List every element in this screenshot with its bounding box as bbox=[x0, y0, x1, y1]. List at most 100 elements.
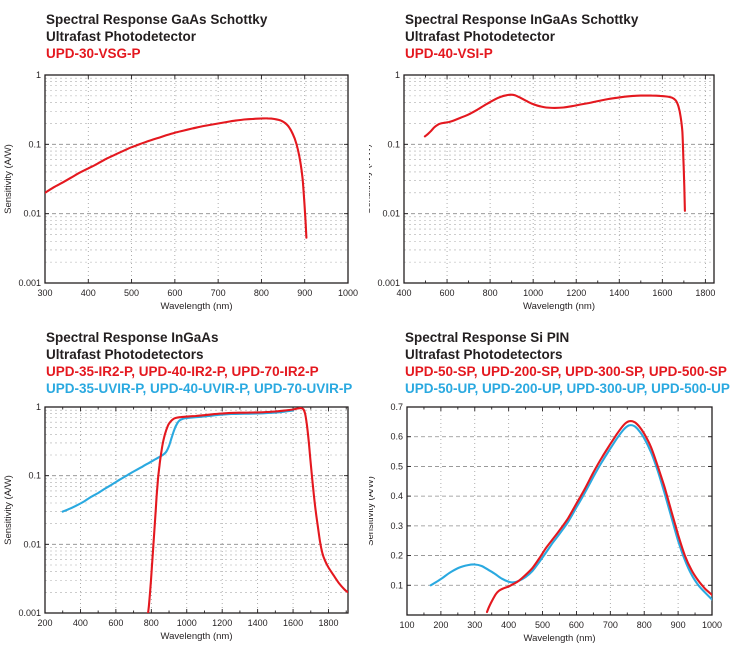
x-tick-label: 1000 bbox=[523, 288, 543, 298]
x-tick-label: 800 bbox=[254, 288, 269, 298]
x-tick-label: 1000 bbox=[702, 620, 722, 630]
y-tick-label: 0.2 bbox=[390, 551, 403, 561]
plot-border bbox=[44, 74, 349, 284]
series-curve bbox=[147, 407, 348, 613]
x-tick-label: 900 bbox=[671, 620, 686, 630]
chart-title-line: Spectral Response InGaAs bbox=[46, 330, 219, 345]
chart-model-legend: UPD-30-VSG-P bbox=[46, 46, 141, 61]
chart-title-line: Spectral Response GaAs Schottky bbox=[46, 12, 268, 27]
y-tick-label: 0.01 bbox=[23, 209, 41, 219]
y-tick-label: 0.01 bbox=[382, 209, 400, 219]
x-tick-label: 1800 bbox=[318, 618, 338, 628]
x-tick-label: 1600 bbox=[283, 618, 303, 628]
gaas-schottky-plot: 300 400 500 600 700 800 900 1000 1 0.1 0.01 0.001 Wa… bbox=[3, 70, 358, 312]
chart-model-legend: UPD-35-UVIR-P, UPD-40-UVIR-P, UPD-70-UVI… bbox=[46, 381, 353, 396]
x-tick-label: 500 bbox=[535, 620, 550, 630]
chart-model-legend: UPD-35-IR2-P, UPD-40-IR2-P, UPD-70-IR2-P bbox=[46, 364, 319, 379]
series-curve bbox=[423, 93, 686, 212]
x-tick-label: 200 bbox=[37, 618, 52, 628]
series-curve bbox=[61, 409, 295, 513]
chart-model-legend: UPD-50-UP, UPD-200-UP, UPD-300-UP, UPD-5… bbox=[405, 381, 730, 396]
chart-title-line: Ultrafast Photodetectors bbox=[405, 347, 563, 362]
x-tick-label: 600 bbox=[440, 288, 455, 298]
y-tick-label: 0.6 bbox=[390, 432, 403, 442]
chart-header: Spectral Response InGaAs Schottky Ultraf… bbox=[405, 11, 638, 62]
y-axis-label: Sensitivity (A/W) bbox=[3, 475, 14, 545]
grid-lines bbox=[404, 75, 714, 283]
chart-panel-si-pin: Spectral Response Si PIN Ultrafast Photo… bbox=[369, 325, 737, 651]
x-tick-label: 1400 bbox=[248, 618, 268, 628]
axis-ticks bbox=[44, 74, 349, 284]
x-tick-label: 200 bbox=[433, 620, 448, 630]
x-axis-label: Wavelength (nm) bbox=[161, 301, 233, 312]
x-tick-label: 800 bbox=[144, 618, 159, 628]
ingaas-plot: 200 400 600 800 1000 1200 1400 1600 1800 1 0.1 0.01… bbox=[3, 402, 349, 642]
chart-panel-ingaas-schottky: Spectral Response InGaAs Schottky Ultraf… bbox=[369, 0, 737, 325]
chart-panel-ingaas: Spectral Response InGaAs Ultrafast Photo… bbox=[0, 325, 368, 651]
y-tick-label: 0.001 bbox=[377, 278, 400, 288]
chart-header: Spectral Response GaAs Schottky Ultrafas… bbox=[46, 11, 267, 62]
series-curve bbox=[45, 117, 308, 239]
x-tick-label: 1600 bbox=[652, 288, 672, 298]
y-tick-label: 0.4 bbox=[390, 491, 403, 501]
x-tick-label: 1000 bbox=[177, 618, 197, 628]
plot-border bbox=[44, 406, 349, 614]
chart-model-legend: UPD-50-SP, UPD-200-SP, UPD-300-SP, UPD-5… bbox=[405, 364, 727, 379]
x-tick-label: 400 bbox=[73, 618, 88, 628]
y-axis-label: Sensitivity (A/W) bbox=[369, 476, 376, 546]
axis-ticks bbox=[44, 406, 348, 614]
x-tick-label: 900 bbox=[297, 288, 312, 298]
x-tick-label: 700 bbox=[211, 288, 226, 298]
y-tick-label: 1 bbox=[395, 70, 400, 80]
chart-title-line: Ultrafast Photodetector bbox=[405, 29, 556, 44]
y-axis-label: Sensitivity (A/W) bbox=[369, 144, 373, 214]
x-axis-label: Wavelength (nm) bbox=[523, 301, 595, 312]
y-tick-label: 0.1 bbox=[28, 139, 41, 149]
x-tick-label: 400 bbox=[81, 288, 96, 298]
x-axis-label: Wavelength (nm) bbox=[524, 633, 596, 644]
series-group bbox=[45, 117, 308, 239]
x-tick-label: 600 bbox=[569, 620, 584, 630]
chart-title-line: Spectral Response InGaAs Schottky bbox=[405, 12, 639, 27]
x-tick-label: 800 bbox=[637, 620, 652, 630]
axis-ticks bbox=[406, 406, 713, 615]
y-tick-label: 0.001 bbox=[18, 608, 41, 618]
y-tick-label: 0.7 bbox=[390, 402, 403, 412]
y-tick-label: 0.01 bbox=[23, 539, 41, 549]
x-tick-label: 1200 bbox=[212, 618, 232, 628]
y-tick-label: 0.3 bbox=[390, 521, 403, 531]
x-tick-label: 1000 bbox=[338, 288, 358, 298]
x-tick-label: 1400 bbox=[609, 288, 629, 298]
chart-header: Spectral Response InGaAs Ultrafast Photo… bbox=[46, 329, 352, 397]
x-tick-label: 600 bbox=[108, 618, 123, 628]
y-tick-label: 0.5 bbox=[390, 461, 403, 471]
axis-ticks bbox=[403, 74, 714, 284]
series-group bbox=[423, 93, 686, 212]
x-tick-label: 300 bbox=[37, 288, 52, 298]
y-tick-label: 0.1 bbox=[28, 471, 41, 481]
y-tick-label: 1 bbox=[36, 402, 41, 412]
series-curve bbox=[485, 419, 712, 614]
chart-title-line: Ultrafast Photodetector bbox=[46, 29, 197, 44]
chart-model-legend: UPD-40-VSI-P bbox=[405, 46, 493, 61]
y-axis-label: Sensitivity (A/W) bbox=[3, 144, 14, 214]
x-tick-label: 400 bbox=[396, 288, 411, 298]
chart-header: Spectral Response Si PIN Ultrafast Photo… bbox=[405, 329, 730, 397]
plot-border bbox=[406, 406, 713, 616]
y-tick-label: 0.1 bbox=[390, 580, 403, 590]
chart-title-line: Ultrafast Photodetectors bbox=[46, 347, 204, 362]
ingaas-schottky-plot: 400 600 800 1000 1200 1400 1600 1800 1 0.1 0.01 0.0… bbox=[369, 70, 715, 312]
x-tick-label: 800 bbox=[483, 288, 498, 298]
grid-lines bbox=[45, 75, 348, 283]
x-tick-label: 500 bbox=[124, 288, 139, 298]
x-tick-label: 400 bbox=[501, 620, 516, 630]
x-tick-label: 100 bbox=[399, 620, 414, 630]
plot-border bbox=[403, 74, 715, 284]
si-pin-plot: 100 200 300 400 500 600 700 800 900 1000 0.7 0.6 0.5… bbox=[369, 402, 722, 644]
x-tick-label: 300 bbox=[467, 620, 482, 630]
series-curve bbox=[429, 424, 712, 601]
chart-title-line: Spectral Response Si PIN bbox=[405, 330, 570, 345]
x-tick-label: 1800 bbox=[695, 288, 715, 298]
x-axis-label: Wavelength (nm) bbox=[161, 631, 233, 642]
